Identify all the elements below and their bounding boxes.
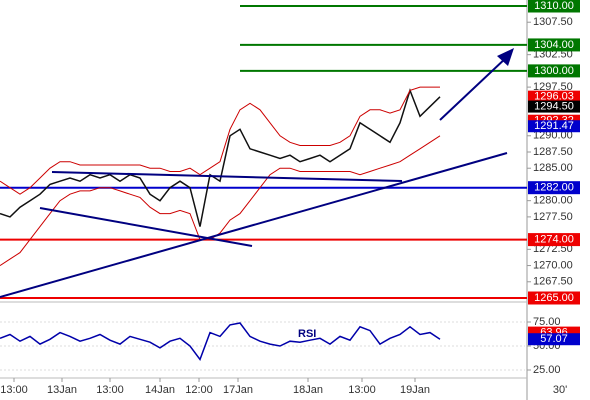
x-tick-label: 13:00 (96, 384, 124, 396)
arrow-line (439, 55, 509, 121)
y-tick-label: 1297.50 (533, 81, 573, 93)
level-box (528, 181, 580, 195)
price-marker (528, 90, 580, 103)
y-tick-label: 1287.50 (533, 146, 573, 158)
price-marker-label: 57.07 (540, 333, 568, 345)
level-label: 1304.00 (534, 39, 574, 51)
trend-lines (0, 48, 514, 298)
price-marker-label: 1291.47 (534, 120, 574, 132)
trend-line (39, 207, 253, 247)
series-line (0, 88, 441, 227)
indicator-title: RSI (298, 328, 316, 340)
price-marker-label: 1294.50 (534, 100, 574, 112)
y-tick-label: 1290.00 (533, 130, 573, 142)
y-tick-label: 25.00 (533, 364, 561, 376)
level-label: 1310.00 (534, 0, 574, 12)
y-tick-label: 75.00 (533, 316, 561, 328)
price-marker (528, 100, 580, 113)
level-box (528, 233, 580, 247)
level-label: 1282.00 (534, 182, 574, 194)
x-tick-label: 13:00 (0, 384, 28, 396)
x-tick-label: 13:00 (348, 384, 376, 396)
trend-line (51, 171, 403, 182)
level-label: 1265.00 (534, 292, 574, 304)
arrow-head (497, 48, 514, 66)
y-tick-label: 1270.00 (533, 259, 573, 271)
level-box (528, 0, 580, 13)
series-line (0, 135, 441, 267)
series-line (0, 86, 440, 195)
level-label: 1300.00 (534, 65, 574, 77)
price-marker-label: 1296.03 (534, 91, 574, 103)
y-tick-label: 1267.50 (533, 276, 573, 288)
timeframe-label: 30' (553, 384, 567, 396)
y-tick-label: 1285.00 (533, 162, 573, 174)
x-tick-label: 13Jan (47, 384, 77, 396)
level-box (528, 64, 580, 78)
trend-line (0, 152, 508, 298)
level-box (528, 38, 580, 52)
price-marker (528, 333, 580, 346)
y-tick-label: 1277.50 (533, 211, 573, 223)
x-tick-label: 12:00 (185, 384, 213, 396)
price-marker (528, 120, 580, 133)
x-tick-label: 14Jan (145, 384, 175, 396)
level-label: 1274.00 (534, 234, 574, 246)
series-line (0, 322, 441, 361)
x-tick-label: 17Jan (223, 384, 253, 396)
x-tick-label: 19Jan (400, 384, 430, 396)
level-box (528, 291, 580, 305)
y-tick-label: 1307.50 (533, 16, 573, 28)
x-tick-label: 18Jan (293, 384, 323, 396)
y-tick-label: 1272.50 (533, 243, 573, 255)
y-tick-label: 1280.00 (533, 195, 573, 207)
y-tick-label: 1302.50 (533, 49, 573, 61)
